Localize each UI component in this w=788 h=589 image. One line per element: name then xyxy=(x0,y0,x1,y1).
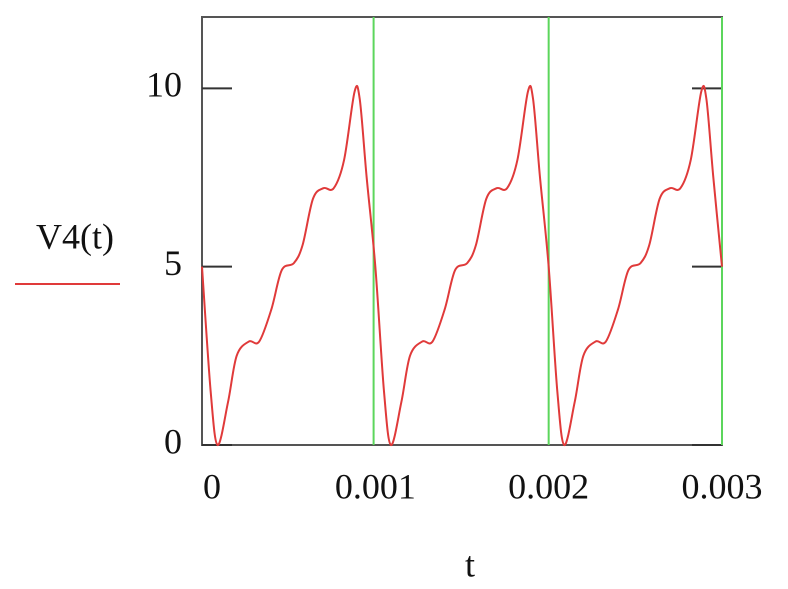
y-tick-label: 5 xyxy=(164,243,182,283)
y-tick-label: 0 xyxy=(164,421,182,461)
x-tick-label: 0.001 xyxy=(335,466,416,506)
series-line xyxy=(201,84,723,447)
plot-frame xyxy=(201,16,723,446)
x-tick-label: 0 xyxy=(203,466,221,506)
x-tick-label: 0.002 xyxy=(508,466,589,506)
x-tick-label: 0.003 xyxy=(682,466,763,506)
x-axis-label: t xyxy=(465,544,475,584)
legend-label: V4(t) xyxy=(36,216,114,256)
y-tick-label: 10 xyxy=(146,65,182,105)
